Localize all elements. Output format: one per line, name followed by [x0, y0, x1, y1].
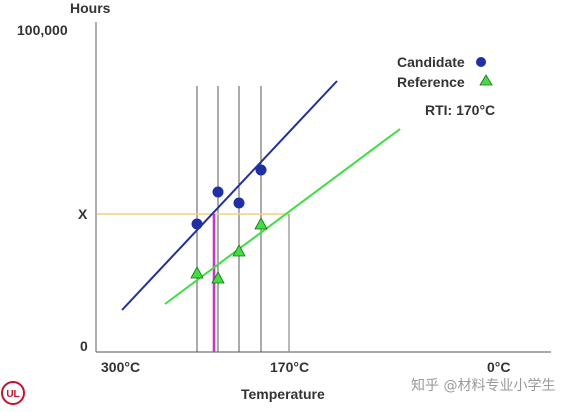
candidate-point-4 — [255, 164, 267, 176]
candidate-point-1 — [191, 218, 203, 230]
reference-point-3 — [232, 244, 246, 257]
candidate-point-2 — [212, 186, 224, 198]
reference-point-2 — [211, 271, 225, 284]
candidate-fit-line — [121, 80, 338, 311]
y-tick-x: X — [78, 206, 88, 222]
legend-reference-label: Reference — [397, 74, 465, 90]
regression-lines — [121, 80, 401, 311]
x-tick-170: 170°C — [270, 359, 309, 375]
legend-candidate-label: Candidate — [397, 54, 465, 70]
candidate-point-3 — [233, 197, 245, 209]
ul-logo-text: UL — [6, 389, 19, 400]
legend-reference-marker — [479, 74, 493, 86]
reference-point-4 — [254, 217, 268, 230]
watermark: 知乎 @材料专业小学生 — [411, 377, 555, 394]
x-tick-0: 0°C — [487, 359, 511, 375]
legend-candidate-marker — [476, 57, 486, 67]
reference-fit-line — [164, 128, 401, 305]
y-tick-bottom: 0 — [80, 338, 88, 354]
rti-label: RTI: 170°C — [425, 102, 495, 118]
x-tick-300: 300°C — [101, 359, 140, 375]
y-axis-title: Hours — [70, 0, 111, 16]
ul-logo: UL — [1, 381, 25, 405]
data-markers — [190, 164, 268, 284]
reference-point-1 — [190, 266, 204, 279]
x-axis-title: Temperature — [241, 386, 325, 402]
y-tick-top: 100,000 — [17, 22, 68, 38]
